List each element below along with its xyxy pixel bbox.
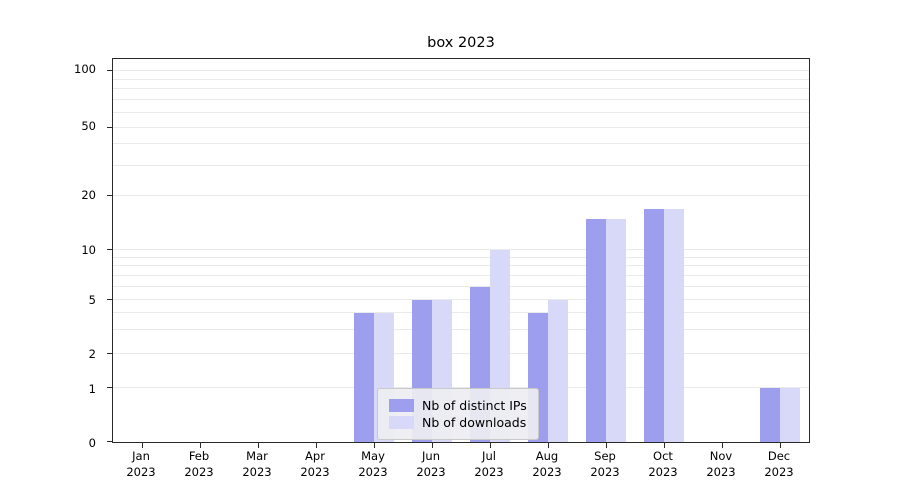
- bar-nb-of-downloads: [664, 209, 684, 442]
- x-tick-label: Aug 2023: [532, 449, 562, 479]
- gridline: [113, 88, 809, 90]
- x-tick-mark: [432, 443, 433, 448]
- bar-nb-of-downloads: [548, 300, 568, 442]
- gridline: [113, 353, 809, 355]
- bar-nb-of-distinct-ips: [760, 388, 780, 442]
- y-tick-mark: [107, 298, 112, 300]
- x-tick-label: Feb 2023: [184, 449, 214, 479]
- bar-nb-of-distinct-ips: [586, 219, 606, 442]
- x-tick-mark: [664, 443, 665, 448]
- x-tick-mark: [200, 443, 201, 448]
- legend-swatch-downloads: [389, 416, 414, 429]
- gridline: [113, 274, 809, 276]
- x-tick-mark: [142, 443, 143, 448]
- x-tick-label: Jun 2023: [416, 449, 446, 479]
- gridline: [113, 99, 809, 101]
- x-tick-mark: [722, 443, 723, 448]
- gridline: [113, 256, 809, 258]
- y-tick-mark: [107, 441, 112, 442]
- x-tick-label: Nov 2023: [706, 449, 736, 479]
- y-tick-mark: [107, 353, 112, 355]
- chart-title: box 2023: [427, 35, 495, 51]
- bar-nb-of-downloads: [780, 388, 800, 442]
- x-tick-mark: [374, 443, 375, 448]
- x-tick-label: Mar 2023: [242, 449, 272, 479]
- gridline: [113, 78, 809, 80]
- legend-label-distinct-ips: Nb of distinct IPs: [422, 398, 527, 413]
- legend-entry: Nb of distinct IPs: [389, 398, 527, 413]
- gridline: [113, 143, 809, 145]
- gridline: [113, 312, 809, 314]
- y-tick-mark: [107, 126, 112, 128]
- y-tick-mark: [107, 387, 112, 389]
- legend-swatch-distinct-ips: [389, 399, 414, 412]
- x-tick-mark: [780, 443, 781, 448]
- gridline: [113, 164, 809, 166]
- x-tick-label: May 2023: [358, 449, 388, 479]
- gridline: [113, 126, 809, 128]
- legend-label-downloads: Nb of downloads: [422, 415, 527, 430]
- gridline: [113, 249, 809, 251]
- x-tick-mark: [316, 443, 317, 448]
- y-tick-label: 2: [88, 347, 96, 362]
- x-tick-label: Jan 2023: [126, 449, 156, 479]
- y-axis: 0 1 2 5 10 20 50 100: [0, 58, 104, 448]
- x-tick-label: Apr 2023: [300, 449, 330, 479]
- x-tick-label: Dec 2023: [764, 449, 794, 479]
- gridline: [113, 285, 809, 287]
- y-tick-label: 100: [74, 62, 96, 77]
- y-tick-label: 20: [81, 188, 96, 203]
- x-tick-mark: [548, 443, 549, 448]
- gridline: [113, 329, 809, 331]
- gridline: [113, 265, 809, 267]
- x-tick-mark: [490, 443, 491, 448]
- y-tick-mark: [107, 69, 112, 71]
- y-tick-label: 5: [88, 292, 96, 307]
- plot-area: Nb of distinct IPs Nb of downloads: [107, 58, 810, 448]
- x-tick-mark: [258, 443, 259, 448]
- x-axis: Jan 2023 Feb 2023 Mar 2023 Apr 2023 May 2023 Jun 20…: [112, 449, 810, 489]
- legend-entry: Nb of downloads: [389, 415, 527, 430]
- gridline: [113, 298, 809, 300]
- gridline: [113, 195, 809, 197]
- y-tick-mark: [107, 249, 112, 251]
- y-tick-label: 0: [88, 435, 96, 450]
- y-tick-mark: [107, 195, 112, 197]
- bar-nb-of-distinct-ips: [354, 313, 374, 442]
- y-tick-label: 1: [88, 381, 96, 396]
- x-tick-label: Jul 2023: [474, 449, 504, 479]
- bar-nb-of-distinct-ips: [644, 209, 664, 442]
- x-tick-label: Oct 2023: [648, 449, 678, 479]
- x-tick-mark: [606, 443, 607, 448]
- legend: Nb of distinct IPs Nb of downloads: [377, 388, 539, 440]
- gridline: [113, 387, 809, 389]
- y-tick-label: 10: [81, 242, 96, 257]
- y-tick-label: 50: [81, 119, 96, 134]
- gridline: [113, 69, 809, 71]
- bar-nb-of-downloads: [606, 219, 626, 442]
- gridline: [113, 111, 809, 113]
- x-tick-label: Sep 2023: [590, 449, 620, 479]
